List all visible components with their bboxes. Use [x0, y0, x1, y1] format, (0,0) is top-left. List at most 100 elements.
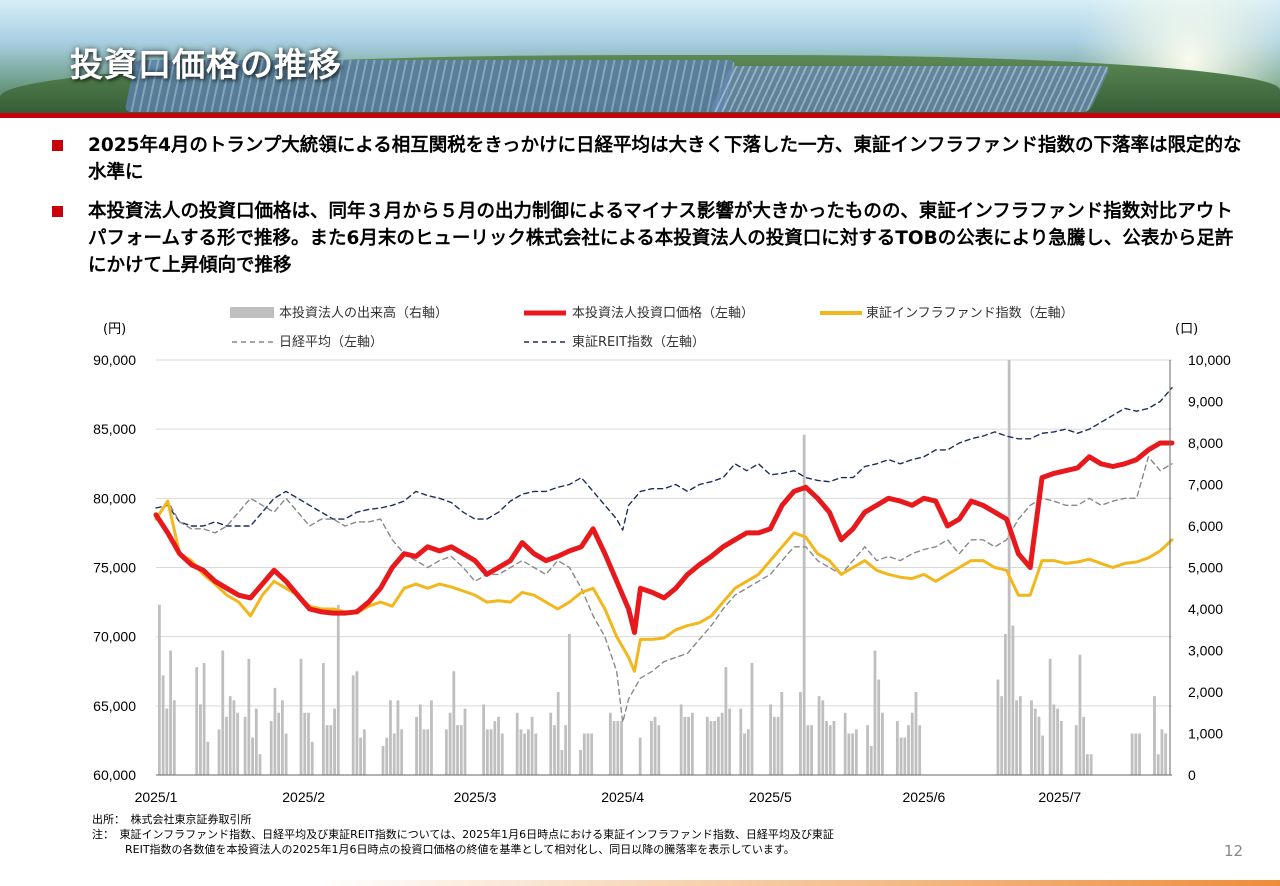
x-tick-label: 2025/6: [902, 789, 945, 805]
page-title: 投資口価格の推移: [70, 45, 342, 84]
volume-bar: [381, 745, 385, 775]
volume-bar: [418, 704, 422, 775]
volume-bar: [1059, 721, 1063, 775]
volume-bar: [638, 737, 642, 775]
volume-bar: [1138, 733, 1141, 775]
volume-bar: [1030, 700, 1033, 775]
legend-price-label: 本投資法人投資口価格（左軸）: [572, 305, 754, 321]
page-number: 12: [1224, 842, 1244, 860]
volume-bar: [161, 675, 165, 775]
x-tick-label: 2025/3: [454, 789, 497, 805]
right-tick-label: 4,000: [1188, 601, 1223, 617]
volume-bar: [493, 721, 497, 775]
header-banner: [0, 0, 1280, 118]
volume-bar: [717, 716, 720, 775]
volume-bar: [903, 737, 907, 775]
price-series-line: [153, 440, 1175, 635]
x-tick-label: 2025/5: [749, 789, 792, 805]
chart-grid: [156, 359, 1172, 707]
volume-bar: [1007, 360, 1011, 775]
volume-bar: [750, 662, 754, 775]
volume-bar: [236, 712, 240, 775]
volume-bar: [1160, 729, 1164, 775]
x-tick-label: 2025/4: [601, 789, 644, 805]
volume-bar: [1000, 696, 1004, 775]
volume-bar: [608, 712, 612, 775]
right-tick-label: 1,000: [1188, 726, 1223, 742]
volume-bar: [530, 716, 534, 775]
volume-bar: [728, 708, 732, 775]
volume-bar: [463, 708, 467, 775]
volume-bar: [158, 604, 161, 775]
volume-bar: [534, 733, 538, 775]
volume-bar: [169, 650, 172, 775]
volume-bar: [586, 733, 590, 775]
bullet-text: 本投資法人の投資口価格は、同年３月から５月の出力制御によるマイナス影響が大きかっ…: [88, 201, 1234, 276]
volume-bar: [1082, 716, 1086, 775]
volume-bar: [228, 696, 232, 775]
volume-bar: [359, 737, 363, 775]
bullet-square-icon: [52, 206, 63, 217]
legend-infra-label: 東証インフラファンド指数（左軸）: [866, 305, 1074, 321]
volume-bar: [523, 733, 527, 775]
volume-bar: [560, 750, 564, 775]
volume-bar: [899, 737, 903, 775]
right-tick-label: 7,000: [1188, 477, 1223, 493]
volume-bar: [612, 721, 616, 775]
right-tick-label: 3,000: [1188, 643, 1223, 659]
volume-bar: [869, 745, 873, 775]
x-tick-label: 2025/7: [1038, 789, 1081, 805]
volume-bar: [866, 725, 869, 775]
volume-bar: [333, 708, 336, 775]
volume-bar: [489, 729, 493, 775]
volume-bar: [202, 662, 206, 775]
footer-accent-bar: [0, 880, 1280, 886]
volume-bar: [1056, 708, 1059, 775]
volume-bar: [772, 716, 776, 775]
volume-bar: [430, 700, 433, 775]
reit-series-line: [155, 387, 1173, 531]
volume-bar: [616, 721, 620, 775]
legend-reit-label: 東証REIT指数（左軸）: [572, 334, 705, 350]
volume-bar: [806, 725, 810, 775]
left-tick-label: 70,000: [93, 629, 136, 645]
volume-bar: [653, 716, 657, 775]
volume-bar: [817, 696, 821, 775]
header-accent-line: [0, 113, 1280, 118]
volume-bar: [776, 716, 780, 775]
volume-bar: [687, 716, 691, 775]
volume-bar: [1134, 733, 1138, 775]
volume-bar: [172, 700, 176, 775]
volume-bar: [198, 704, 202, 775]
volume-bar: [426, 729, 430, 775]
volume-bar: [1164, 733, 1168, 775]
volume-bar: [549, 712, 553, 775]
volume-bar: [459, 725, 463, 775]
volume-bar: [422, 729, 426, 775]
volume-bar: [221, 650, 225, 775]
volume-bar: [854, 729, 858, 775]
volume-bar: [280, 700, 284, 775]
volume-bar: [769, 704, 773, 775]
volume-bar: [303, 712, 307, 775]
volume-bar: [400, 729, 404, 775]
volume-bar: [444, 729, 448, 775]
volume-bar: [657, 725, 661, 775]
right-tick-label: 10,000: [1188, 352, 1231, 368]
volume-bar: [385, 737, 389, 775]
left-tick-label: 75,000: [93, 560, 136, 576]
volume-bar: [1074, 725, 1078, 775]
volume-bar: [799, 692, 802, 775]
volume-bar: [362, 729, 366, 775]
volume-bar: [277, 712, 281, 775]
volume-bar: [873, 650, 877, 775]
volume-bar: [720, 712, 724, 775]
volume-bar: [579, 750, 582, 775]
footnote-note-2: REIT指数の各数値を本投資法人の2025年1月6日時点の投資口価格の終値を基準…: [92, 843, 795, 856]
right-tick-label: 8,000: [1188, 435, 1223, 451]
right-axis-unit: (口): [1175, 322, 1198, 337]
volume-bar: [877, 679, 881, 775]
volume-bar: [519, 729, 523, 775]
volume-bar: [780, 692, 784, 775]
volume-bar: [225, 716, 228, 775]
